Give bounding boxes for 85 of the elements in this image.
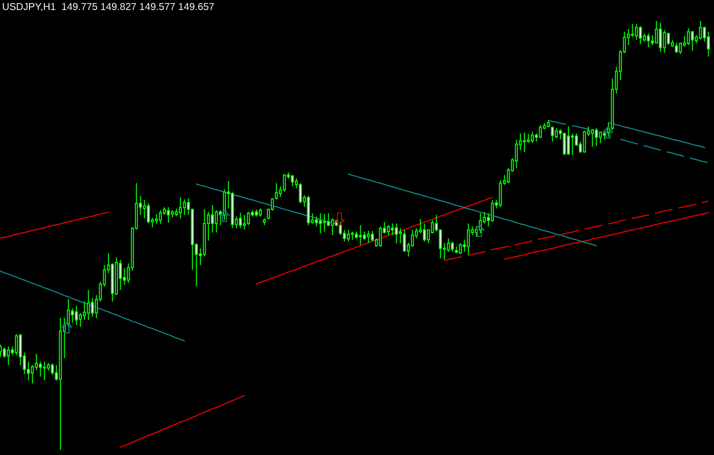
candlestick [446, 238, 450, 252]
candlestick [498, 180, 502, 208]
candlestick [6, 346, 10, 366]
candlestick [2, 346, 6, 358]
candlestick [70, 308, 74, 324]
candlestick [242, 214, 246, 230]
candlestick [222, 188, 226, 221]
candlestick [322, 214, 326, 232]
candlestick [678, 42, 682, 55]
candlestick [422, 222, 426, 242]
candlestick [410, 229, 414, 248]
candlestick [338, 221, 342, 236]
candlestick [50, 362, 54, 376]
candlestick [274, 182, 278, 200]
candlestick [118, 259, 122, 290]
candlestick [246, 211, 250, 226]
candlestick [182, 198, 186, 216]
candlestick [166, 206, 170, 224]
candlestick [686, 28, 690, 46]
candlestick [466, 222, 470, 256]
candlestick [90, 298, 94, 318]
candlestick [658, 22, 662, 52]
candlestick [330, 218, 334, 236]
candlestick [526, 133, 530, 144]
candlestick [210, 204, 214, 233]
candlestick [554, 128, 558, 139]
candlestick [690, 30, 694, 52]
candlestick [18, 334, 22, 366]
candlestick [298, 182, 302, 204]
candlestick [490, 199, 494, 222]
candlestick [570, 132, 574, 156]
candlestick [238, 212, 242, 229]
candlestick [158, 210, 162, 224]
candlestick [34, 353, 38, 371]
candlestick [666, 32, 670, 46]
candlestick [594, 128, 598, 146]
candlestick [214, 210, 218, 233]
candlestick [698, 20, 702, 40]
candlestick [394, 222, 398, 244]
candlestick [646, 32, 650, 48]
candlestick [366, 230, 370, 244]
candlestick [290, 174, 294, 187]
candlestick [66, 298, 70, 328]
candlestick [30, 364, 34, 384]
candlestick [314, 216, 318, 227]
candlestick [326, 212, 330, 227]
candlestick [450, 241, 454, 252]
candlestick [282, 174, 286, 192]
candlestick [566, 126, 570, 156]
candlestick [86, 289, 90, 321]
candlestick [154, 214, 158, 224]
candlestick [74, 305, 78, 326]
candlestick [662, 30, 666, 54]
candlestick [346, 229, 350, 242]
candlestick [590, 128, 594, 148]
candlestick [538, 124, 542, 139]
candlestick [634, 24, 638, 40]
candlestick [370, 230, 374, 242]
candlestick [630, 24, 634, 38]
candlestick [78, 312, 82, 328]
candlestick [42, 361, 46, 381]
candlestick [14, 334, 18, 356]
candlestick [82, 301, 86, 321]
candlestick [514, 139, 518, 169]
candlestick [386, 224, 390, 236]
chart-title: USDJPY,H1 149.775 149.827 149.577 149.657 [2, 2, 214, 12]
candlestick [706, 31, 710, 58]
candlestick [638, 26, 642, 45]
candlestick [390, 222, 394, 236]
candlestick [458, 242, 462, 254]
candlestick [142, 199, 146, 219]
candlestick [146, 202, 150, 224]
candlestick [550, 126, 554, 142]
candlestick [530, 131, 534, 144]
candlestick [402, 229, 406, 252]
candlestick [654, 20, 658, 44]
candlestick [598, 131, 602, 144]
candlestick [38, 361, 42, 378]
candlestick [562, 132, 566, 156]
candlestick [178, 196, 182, 219]
candlestick [522, 132, 526, 152]
candlestick [358, 224, 362, 246]
candlestick [378, 226, 382, 248]
candlestick [318, 212, 322, 234]
candlestick [674, 42, 678, 54]
